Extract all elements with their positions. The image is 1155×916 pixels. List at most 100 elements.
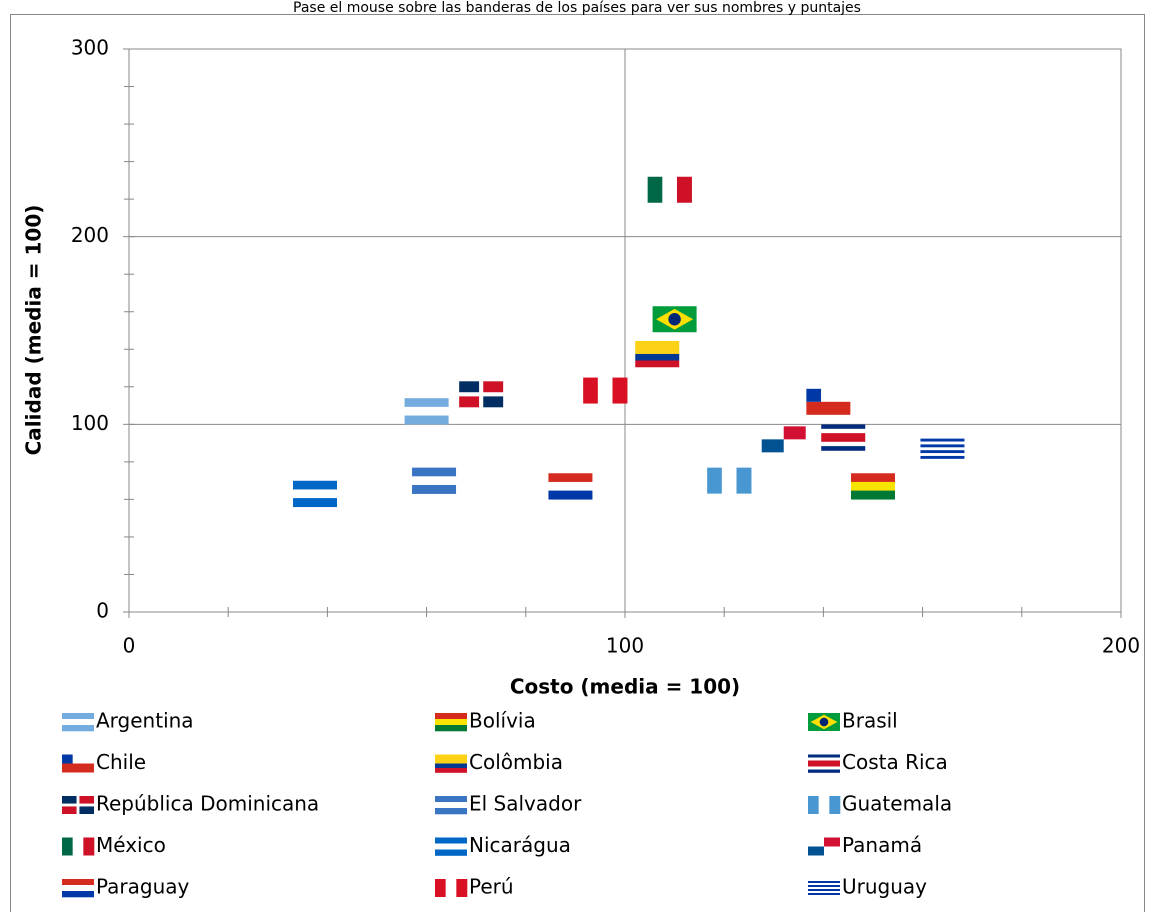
legend-flag <box>62 754 94 773</box>
flag-part <box>920 438 965 442</box>
flag-part <box>821 428 866 434</box>
flag-marker <box>920 435 965 463</box>
legend-label: Nicarágua <box>469 833 571 857</box>
flag-part <box>435 837 467 844</box>
flag-marker <box>583 377 628 404</box>
legend-flag <box>808 796 841 814</box>
flag-marker <box>761 426 806 453</box>
legend-flag <box>435 713 467 732</box>
flag-part <box>808 887 840 890</box>
y-tick-label: 100 <box>71 411 109 435</box>
legend-label: México <box>96 833 166 857</box>
flag-marker <box>293 480 337 508</box>
flag-part <box>635 360 680 368</box>
flag-marker <box>647 176 692 203</box>
flag-part <box>818 796 830 814</box>
x-tick-label: 0 <box>123 634 136 658</box>
flag-part <box>62 885 94 892</box>
legend-flag <box>808 713 840 731</box>
flag-part <box>662 176 678 203</box>
flag-part <box>707 467 723 494</box>
flag-part <box>79 806 94 814</box>
y-tick-label: 0 <box>96 599 109 623</box>
flag-part <box>62 754 73 764</box>
flag-part <box>412 476 457 486</box>
x-tick-label: 200 <box>1102 634 1140 658</box>
legend-label: Panamá <box>842 833 922 857</box>
flag-part <box>920 441 965 445</box>
flag-part <box>668 313 681 326</box>
flag-part <box>821 446 866 451</box>
flag-part <box>293 498 337 508</box>
flag-part <box>821 437 866 443</box>
flag-part <box>435 763 467 769</box>
flag-part <box>597 377 613 404</box>
flag-part <box>808 889 840 892</box>
flag-part <box>829 796 841 814</box>
chart-title: Pase el mouse sobre las banderas de los … <box>293 0 861 16</box>
flag-part <box>83 837 95 856</box>
x-axis-label: Costo (media = 100) <box>510 675 740 699</box>
flag-part <box>920 458 965 463</box>
legend-flag <box>808 837 840 856</box>
flag-part <box>851 481 895 491</box>
flag-part <box>459 381 480 393</box>
legend-flag <box>62 796 94 814</box>
flag-part <box>920 435 965 439</box>
legend-flag <box>62 713 94 732</box>
flag-part <box>72 837 84 856</box>
legend-flag <box>435 796 467 815</box>
flag-part <box>821 424 866 430</box>
flag-part <box>783 426 806 440</box>
flag-part <box>808 891 840 894</box>
flag-marker <box>412 467 457 494</box>
flag-part <box>821 441 866 447</box>
x-tick-label: 100 <box>606 634 644 658</box>
flag-part <box>761 439 784 453</box>
flag-part <box>583 377 599 404</box>
flag-part <box>808 885 840 888</box>
legend-label: Perú <box>469 875 514 899</box>
flag-part <box>62 713 94 720</box>
flag-part <box>404 415 449 425</box>
flag-part <box>808 846 824 856</box>
flag-part <box>548 490 593 500</box>
flag-part <box>435 768 467 773</box>
flag-part <box>435 796 467 803</box>
y-tick-label: 200 <box>71 223 109 247</box>
flag-part <box>676 176 692 203</box>
flag-part <box>808 893 840 896</box>
flag-part <box>920 455 965 460</box>
flag-part <box>808 760 840 764</box>
flag-marker <box>806 388 851 415</box>
flag-part <box>808 879 840 882</box>
flag-part <box>435 879 446 897</box>
flag-part <box>920 453 965 457</box>
flag-part <box>412 484 457 494</box>
flag-part <box>808 881 840 884</box>
legend-flag <box>808 879 840 898</box>
flag-part <box>851 490 895 500</box>
flag-part <box>920 444 965 448</box>
flag-part <box>62 754 94 764</box>
legend-label: Guatemala <box>842 792 952 816</box>
flag-marker <box>404 398 449 425</box>
flag-part <box>404 398 449 408</box>
flag-part <box>736 467 752 494</box>
flag-part <box>920 450 965 454</box>
flag-part <box>612 377 628 404</box>
flag-part <box>819 717 829 727</box>
flag-part <box>62 796 77 804</box>
legend-label: Costa Rica <box>842 750 948 774</box>
flag-part <box>806 388 822 402</box>
flag-part <box>435 725 467 732</box>
flag-marker <box>635 340 680 368</box>
flag-part <box>808 796 819 814</box>
flag-part <box>293 480 337 490</box>
flag-part <box>62 763 94 773</box>
flag-part <box>62 719 94 726</box>
flag-marker <box>459 381 504 408</box>
flag-marker <box>851 473 895 500</box>
flag-part <box>404 406 449 416</box>
flag-part <box>806 401 851 415</box>
